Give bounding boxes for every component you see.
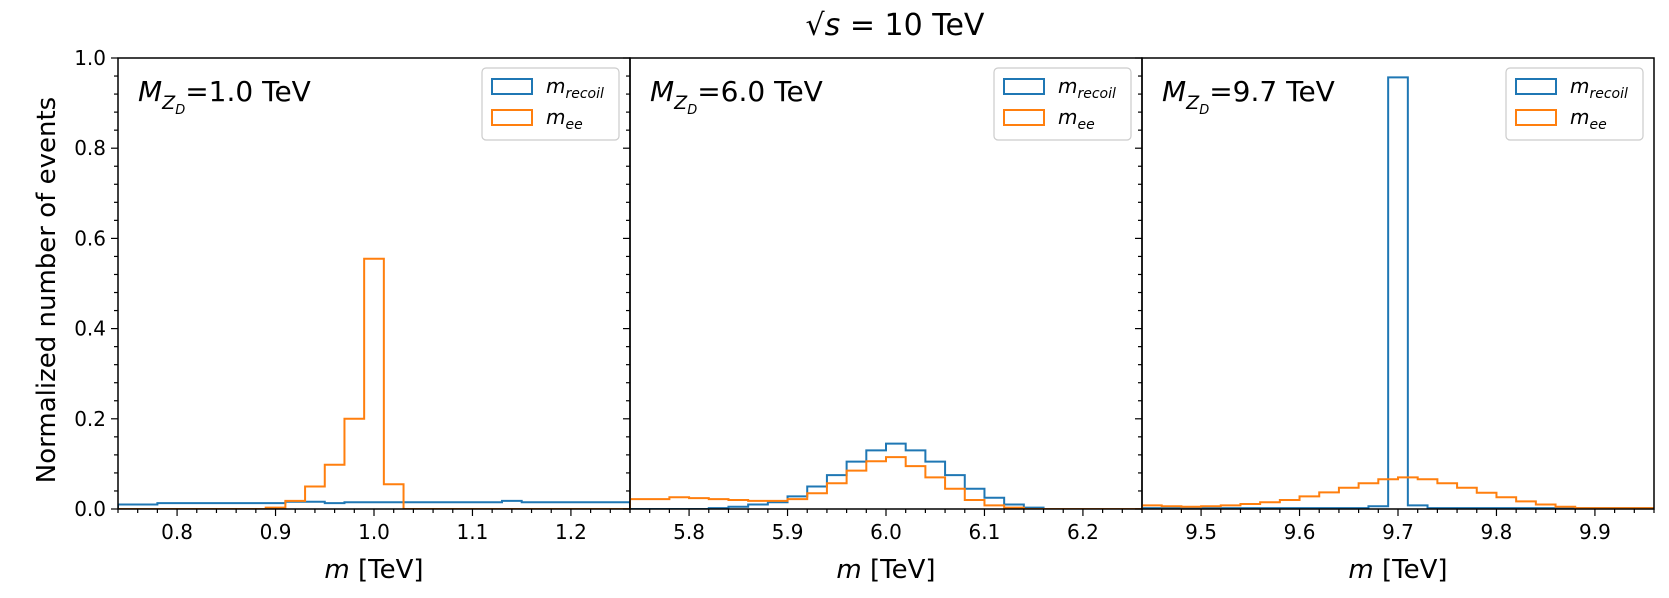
legend-box <box>1505 67 1644 141</box>
x-tick-label: 6.1 <box>969 520 1001 544</box>
panel-3: 9.5 9.6 9.7 9.8 9.9 m [TeV] MZD=9.7 TeV mrecoil… <box>1135 57 1655 585</box>
legend: mrecoil mee <box>1505 67 1644 141</box>
y-tick-label: 0.8 <box>74 136 106 160</box>
x-tick-label: 9.6 <box>1284 520 1316 544</box>
x-tick-label: 1.2 <box>555 520 587 544</box>
hist-ee-panel-2 <box>630 456 1142 509</box>
x-tick-label: 6.2 <box>1067 520 1099 544</box>
y-tick-label: 0.0 <box>74 497 106 521</box>
x-tick-label: 5.8 <box>673 520 705 544</box>
y-axis-label: Normalized number of events <box>32 97 62 483</box>
title-sqrt: √ <box>806 8 826 43</box>
hist-ee-panel-3 <box>1142 476 1654 509</box>
legend-swatch-ee <box>1515 109 1557 126</box>
y-tick-label: 0.4 <box>74 317 106 341</box>
legend-label-recoil: mrecoil <box>1570 74 1628 102</box>
legend-box <box>993 67 1132 141</box>
figure-title: √s = 10 TeV <box>806 8 985 43</box>
hist-recoil-panel-3 <box>1142 76 1654 509</box>
title-var: s <box>825 8 841 43</box>
y-tick-label: 0.6 <box>74 226 106 250</box>
x-tick-label: 9.5 <box>1185 520 1217 544</box>
legend-label-ee: mee <box>1570 105 1607 133</box>
mass-annotation: MZD=1.0 TeV <box>138 75 311 118</box>
legend-swatch-recoil <box>1515 78 1557 95</box>
legend-label-ee: mee <box>1058 105 1095 133</box>
legend-label-recoil: mrecoil <box>1058 74 1116 102</box>
title-rest: = 10 TeV <box>840 8 985 43</box>
legend-box <box>481 67 620 141</box>
x-tick-label: 1.0 <box>358 520 390 544</box>
mass-annotation: MZD=9.7 TeV <box>1162 75 1335 118</box>
legend-swatch-ee <box>491 109 533 126</box>
x-tick-label: 9.8 <box>1481 520 1513 544</box>
x-tick-label: 1.1 <box>457 520 489 544</box>
legend: mrecoil mee <box>993 67 1132 141</box>
x-axis-label: m [TeV] <box>324 555 423 585</box>
x-axis-label: m [TeV] <box>836 555 935 585</box>
legend-label-recoil: mrecoil <box>546 74 604 102</box>
legend-swatch-ee <box>1003 109 1045 126</box>
x-axis-label: m [TeV] <box>1348 555 1447 585</box>
panel-1: 0.0 0.2 0.4 0.6 0.8 1.0 0.8 0.9 1.0 1.1 1.2 m [TeV]… <box>74 46 631 585</box>
y-tick-label: 1.0 <box>74 46 106 70</box>
mass-annotation: MZD=6.0 TeV <box>650 75 823 118</box>
x-tick-label: 0.9 <box>260 520 292 544</box>
hist-recoil-panel-2 <box>630 442 1142 509</box>
hist-recoil-panel-1 <box>118 499 630 509</box>
x-tick-label: 9.7 <box>1382 520 1414 544</box>
hist-ee-panel-1 <box>118 257 630 509</box>
x-tick-label: 5.9 <box>772 520 804 544</box>
legend-label-ee: mee <box>546 105 583 133</box>
x-tick-label: 0.8 <box>161 520 193 544</box>
legend: mrecoil mee <box>481 67 620 141</box>
panel-2: 5.8 5.9 6.0 6.1 6.2 m [TeV] MZD=6.0 TeV mrecoil… <box>623 57 1143 585</box>
x-tick-label: 6.0 <box>870 520 902 544</box>
legend-swatch-recoil <box>491 78 533 95</box>
legend-swatch-recoil <box>1003 78 1045 95</box>
x-tick-label: 9.9 <box>1579 520 1611 544</box>
y-tick-label: 0.2 <box>74 407 106 431</box>
